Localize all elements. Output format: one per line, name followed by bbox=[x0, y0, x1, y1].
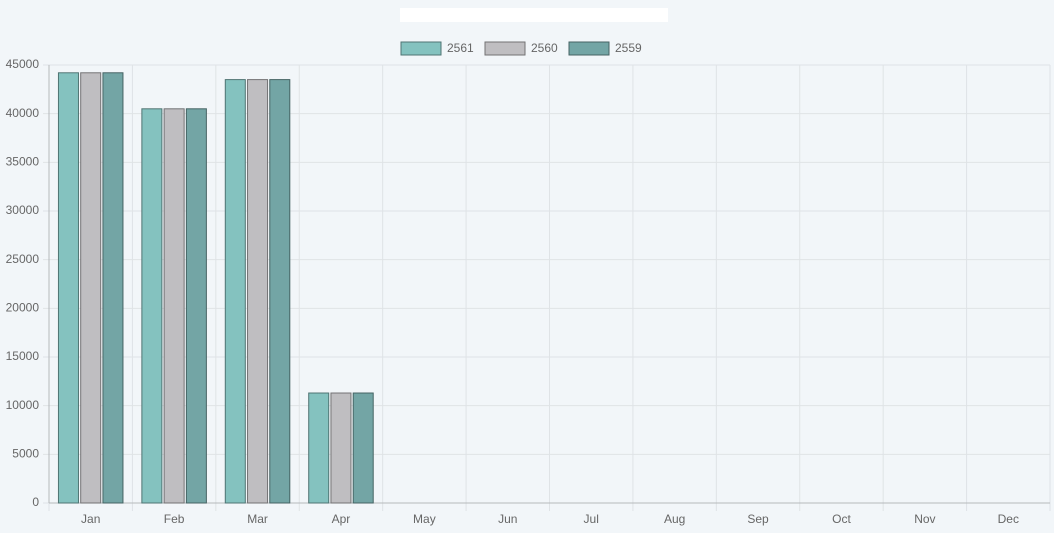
y-tick-label: 45000 bbox=[6, 57, 40, 71]
x-tick-label: Oct bbox=[832, 512, 851, 526]
y-tick-label: 30000 bbox=[6, 203, 40, 217]
x-tick-label: Jun bbox=[498, 512, 517, 526]
x-tick-label: Feb bbox=[164, 512, 185, 526]
bar bbox=[102, 72, 124, 504]
x-tick-label: Apr bbox=[332, 512, 351, 526]
y-tick-label: 35000 bbox=[6, 155, 40, 169]
x-tick-label: Sep bbox=[747, 512, 769, 526]
bar bbox=[57, 72, 79, 504]
x-tick-label: Jan bbox=[81, 512, 100, 526]
y-tick-label: 15000 bbox=[6, 349, 40, 363]
bar bbox=[185, 108, 207, 504]
y-tick-label: 40000 bbox=[6, 106, 40, 120]
bar bbox=[247, 79, 269, 504]
x-tick-label: May bbox=[413, 512, 436, 526]
legend-label: 2561 bbox=[447, 41, 474, 55]
bar bbox=[330, 392, 352, 504]
x-tick-label: Mar bbox=[247, 512, 268, 526]
y-tick-label: 5000 bbox=[12, 447, 39, 461]
bar bbox=[352, 392, 374, 504]
y-tick-label: 25000 bbox=[6, 252, 40, 266]
x-tick-label: Jul bbox=[584, 512, 599, 526]
bar bbox=[141, 108, 163, 504]
bar bbox=[308, 392, 330, 504]
bar bbox=[269, 79, 291, 504]
legend-swatch bbox=[484, 41, 526, 56]
x-tick-label: Nov bbox=[914, 512, 935, 526]
legend-swatch bbox=[568, 41, 610, 56]
y-tick-label: 10000 bbox=[6, 398, 40, 412]
bar bbox=[80, 72, 102, 504]
legend-label: 2560 bbox=[531, 41, 558, 55]
x-tick-label: Aug bbox=[664, 512, 685, 526]
bar bbox=[163, 108, 185, 504]
y-tick-label: 0 bbox=[32, 495, 39, 509]
legend-swatch bbox=[400, 41, 442, 56]
y-tick-label: 20000 bbox=[6, 301, 40, 315]
legend-label: 2559 bbox=[615, 41, 642, 55]
title-blur bbox=[400, 8, 668, 22]
bar bbox=[224, 79, 246, 504]
x-tick-label: Dec bbox=[998, 512, 1019, 526]
